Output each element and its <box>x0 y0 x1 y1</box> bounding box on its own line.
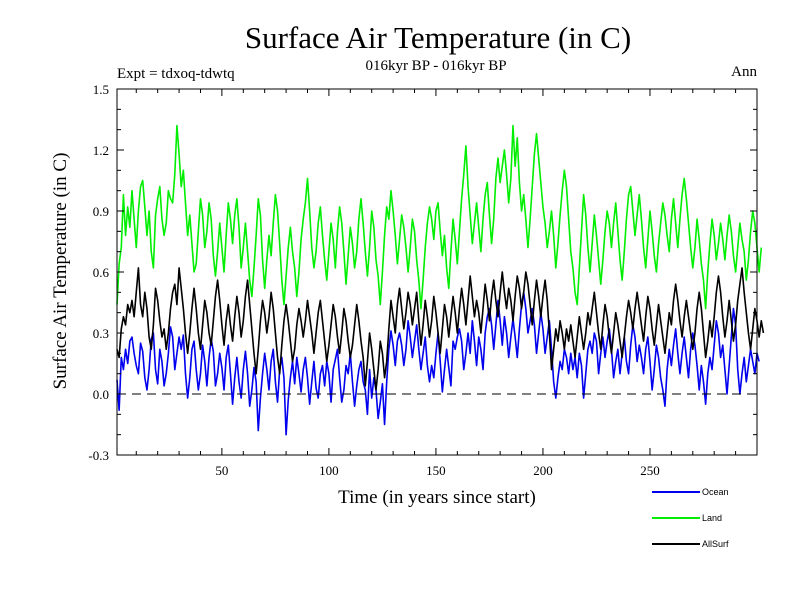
x-tick-label: 150 <box>426 463 446 478</box>
legend-label-ocean: Ocean <box>702 487 729 497</box>
x-tick-label: 50 <box>215 463 228 478</box>
y-axis-title: Surface Air Temperature (in C) <box>50 153 71 390</box>
x-tick-label: 200 <box>533 463 553 478</box>
series-line-land <box>116 124 763 310</box>
x-axis: 50 100 150 200 250 <box>135 89 737 478</box>
period-label: 016kyr BP - 016kyr BP <box>365 58 506 74</box>
series-line-allsurf <box>116 267 765 391</box>
y-tick-label: 0.0 <box>93 387 109 402</box>
x-tick-label: 250 <box>640 463 660 478</box>
x-tick-label: 100 <box>319 463 339 478</box>
legend-label-allsurf: AllSurf <box>702 539 729 549</box>
experiment-label: Expt = tdxoq-tdwtq <box>117 66 235 82</box>
season-label: Ann <box>731 64 757 80</box>
y-tick-label: 1.2 <box>93 143 109 158</box>
y-axis: -0.3 0.0 0.3 0.6 0.9 1.2 1.5 <box>88 82 757 463</box>
x-axis-title: Time (in years since start) <box>338 487 536 508</box>
plot-series <box>116 124 765 436</box>
chart-title: Surface Air Temperature (in C) <box>245 20 631 55</box>
y-tick-label: 0.6 <box>93 265 110 280</box>
y-tick-label: -0.3 <box>88 448 109 463</box>
y-tick-label: 1.5 <box>93 82 109 97</box>
legend-label-land: Land <box>702 513 722 523</box>
legend: Ocean Land AllSurf <box>652 487 729 549</box>
y-tick-label: 0.9 <box>93 204 109 219</box>
y-tick-label: 0.3 <box>93 326 109 341</box>
